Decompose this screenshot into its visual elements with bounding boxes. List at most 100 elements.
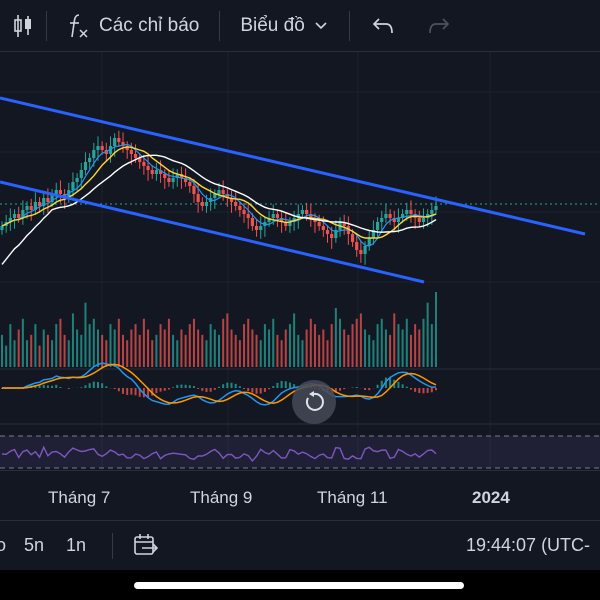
candle-body (8, 218, 12, 222)
volume-bar (159, 324, 162, 367)
macd-histogram-bar (293, 384, 296, 388)
volume-bar (376, 324, 379, 367)
macd-histogram-bar (80, 387, 83, 388)
range-5y-button[interactable]: 5n (24, 535, 45, 555)
candle-body (296, 214, 300, 218)
macd-histogram-bar (376, 384, 379, 388)
candle-body (108, 146, 113, 154)
candle-body (92, 150, 96, 158)
candle-body (158, 170, 163, 174)
volume-bar (351, 324, 354, 367)
calendar-arrow-icon[interactable] (133, 533, 159, 557)
volume-bar (301, 340, 304, 367)
macd-histogram-bar (205, 388, 208, 392)
candle-body (217, 190, 221, 194)
volume-bar (401, 329, 404, 367)
candle-body (259, 226, 263, 230)
candle-body (200, 202, 204, 206)
candle-body (434, 206, 438, 210)
volume-bar (393, 313, 396, 367)
volume-bar (347, 334, 350, 367)
volume-bar (126, 340, 129, 367)
candle-body (88, 158, 92, 162)
volume-bar (293, 313, 296, 367)
volume-bar (288, 324, 291, 367)
candle-body (150, 170, 154, 174)
redo-button[interactable] (414, 0, 470, 51)
macd-histogram-bar (209, 388, 212, 392)
chart-style-button[interactable] (0, 0, 46, 51)
volume-bar (372, 340, 375, 367)
ma-line (1, 154, 437, 265)
volume-bar (113, 329, 116, 367)
chart-type-dropdown[interactable]: Biểu đồ (220, 0, 348, 51)
candle-body (342, 222, 346, 226)
clock-timezone[interactable]: 19:44:07 (UTC- (466, 535, 591, 555)
volume-bar (255, 334, 258, 367)
range-button-partial[interactable]: o (0, 535, 7, 555)
macd-histogram-bar (263, 388, 266, 392)
candle-body (271, 214, 275, 218)
macd-histogram-bar (251, 388, 254, 393)
macd-histogram-bar (101, 383, 104, 388)
volume-bar (422, 318, 425, 367)
indicators-button[interactable]: Các chỉ báo (47, 0, 219, 51)
volume-bar (51, 340, 54, 367)
time-axis[interactable]: Tháng 7 Tháng 9 Tháng 11 2024 (0, 470, 600, 520)
macd-histogram-bar (259, 388, 262, 394)
undo-button[interactable] (350, 0, 414, 51)
macd-histogram-bar (268, 388, 271, 390)
candle-body (317, 222, 321, 226)
candle-body (325, 230, 330, 234)
volume-bar (268, 329, 271, 367)
volume-bar (355, 318, 358, 367)
range-1y-button[interactable]: 1n (66, 535, 87, 555)
volume-bar (359, 313, 362, 367)
volume-bar (26, 340, 29, 367)
trendline-lower (0, 180, 425, 284)
volume-bar (76, 329, 79, 367)
candle-body (138, 158, 142, 162)
volume-bar (197, 329, 200, 367)
candle-body (83, 162, 88, 170)
candle-body (396, 218, 401, 222)
home-indicator[interactable] (134, 582, 464, 589)
macd-histogram-bar (380, 380, 383, 388)
volume-bar (9, 324, 12, 367)
macd-histogram-bar (280, 380, 283, 388)
macd-histogram-bar (134, 388, 137, 396)
volume-bar (426, 302, 429, 367)
trendlines (0, 96, 586, 284)
candle-body (284, 222, 288, 226)
toolbar-divider (46, 10, 47, 41)
volume-bar (38, 345, 41, 367)
volume-bar (55, 324, 58, 367)
macd-histogram-bar (180, 384, 183, 388)
macd-histogram-bar (130, 388, 133, 395)
candle-body (100, 146, 104, 150)
volume-bar (209, 324, 212, 367)
volume-bar (80, 334, 83, 367)
volume-bar (101, 334, 104, 367)
volume-bar (305, 329, 308, 367)
volume-bar (71, 313, 74, 367)
candle-body (350, 234, 355, 242)
rsi-pane (0, 435, 600, 469)
macd-histogram-bar (422, 388, 425, 394)
candle-body (213, 194, 217, 198)
volume-bar (259, 340, 262, 367)
candle-body (142, 162, 146, 166)
candle-body (175, 174, 179, 178)
volume-bar (418, 329, 421, 367)
volume-bar (430, 324, 433, 367)
time-tick: Tháng 11 (317, 488, 388, 507)
volume-bar (134, 324, 137, 367)
macd-histogram-bar (51, 385, 54, 388)
macd-histogram-bar (409, 388, 412, 390)
candle-body (405, 210, 409, 214)
candle-body (288, 222, 292, 226)
macd-histogram-bar (172, 387, 175, 388)
reset-chart-button[interactable] (292, 380, 336, 424)
volume-bar (368, 334, 371, 367)
fx-icon (67, 13, 89, 39)
